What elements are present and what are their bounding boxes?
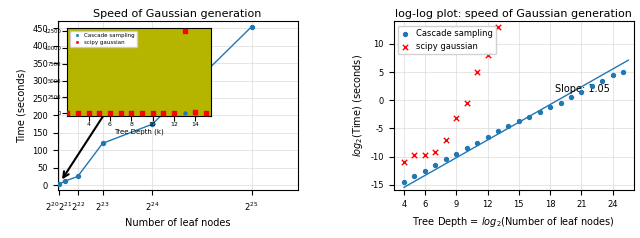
Cascade sampling bbox=[566, 95, 576, 99]
scipy gaussian bbox=[493, 25, 503, 29]
scipy gaussian bbox=[410, 154, 420, 157]
Point bbox=[48, 183, 58, 187]
Title: Speed of Gaussian generation: Speed of Gaussian generation bbox=[93, 9, 262, 19]
scipy gaussian bbox=[420, 154, 430, 157]
scipy gaussian bbox=[461, 101, 472, 105]
Point bbox=[48, 183, 58, 187]
Cascade sampling bbox=[514, 119, 524, 123]
Cascade sampling bbox=[410, 174, 420, 178]
Point bbox=[48, 183, 58, 187]
Cascade sampling bbox=[597, 79, 607, 83]
Cascade sampling bbox=[556, 101, 566, 105]
Point bbox=[48, 183, 58, 187]
Point bbox=[48, 96, 58, 100]
Point bbox=[48, 183, 58, 187]
scipy gaussian bbox=[483, 53, 493, 57]
Cascade sampling bbox=[483, 135, 493, 139]
Point bbox=[54, 182, 64, 186]
Cascade sampling bbox=[618, 70, 628, 74]
Point bbox=[72, 174, 83, 178]
Text: Slope: 1.05: Slope: 1.05 bbox=[556, 84, 610, 94]
Cascade sampling bbox=[420, 169, 430, 173]
Cascade sampling bbox=[430, 163, 440, 167]
scipy gaussian bbox=[399, 160, 409, 164]
scipy gaussian bbox=[441, 138, 451, 142]
Y-axis label: $log_2$(Time) (seconds): $log_2$(Time) (seconds) bbox=[351, 55, 365, 157]
Cascade sampling bbox=[576, 90, 586, 94]
Y-axis label: Time (seconds): Time (seconds) bbox=[17, 69, 26, 143]
Point bbox=[48, 183, 58, 187]
Title: log-log plot: speed of Gaussian generation: log-log plot: speed of Gaussian generati… bbox=[395, 9, 632, 19]
Cascade sampling bbox=[472, 141, 482, 144]
Cascade sampling bbox=[524, 115, 534, 119]
Point bbox=[48, 183, 58, 187]
Cascade sampling bbox=[451, 152, 461, 156]
Cascade sampling bbox=[503, 124, 513, 128]
Point bbox=[246, 25, 257, 29]
X-axis label: Tree Depth = $log_2$(Number of leaf nodes): Tree Depth = $log_2$(Number of leaf node… bbox=[412, 215, 615, 229]
Legend: Cascade sampling, scipy gaussian: Cascade sampling, scipy gaussian bbox=[398, 26, 496, 55]
Cascade sampling bbox=[493, 129, 503, 133]
scipy gaussian bbox=[430, 150, 440, 154]
Point bbox=[48, 183, 58, 187]
scipy gaussian bbox=[451, 116, 461, 120]
Point bbox=[48, 183, 58, 187]
Cascade sampling bbox=[441, 158, 451, 161]
Point bbox=[48, 183, 58, 187]
Cascade sampling bbox=[545, 105, 556, 109]
Point bbox=[97, 141, 108, 145]
Point bbox=[48, 183, 58, 187]
scipy gaussian bbox=[472, 70, 482, 74]
Cascade sampling bbox=[399, 180, 409, 184]
Point bbox=[48, 183, 58, 187]
Cascade sampling bbox=[607, 73, 618, 77]
Point bbox=[60, 179, 70, 183]
Point bbox=[147, 122, 157, 126]
Cascade sampling bbox=[587, 84, 597, 88]
Cascade sampling bbox=[461, 146, 472, 150]
X-axis label: Number of leaf nodes: Number of leaf nodes bbox=[125, 218, 230, 228]
Cascade sampling bbox=[534, 110, 545, 114]
